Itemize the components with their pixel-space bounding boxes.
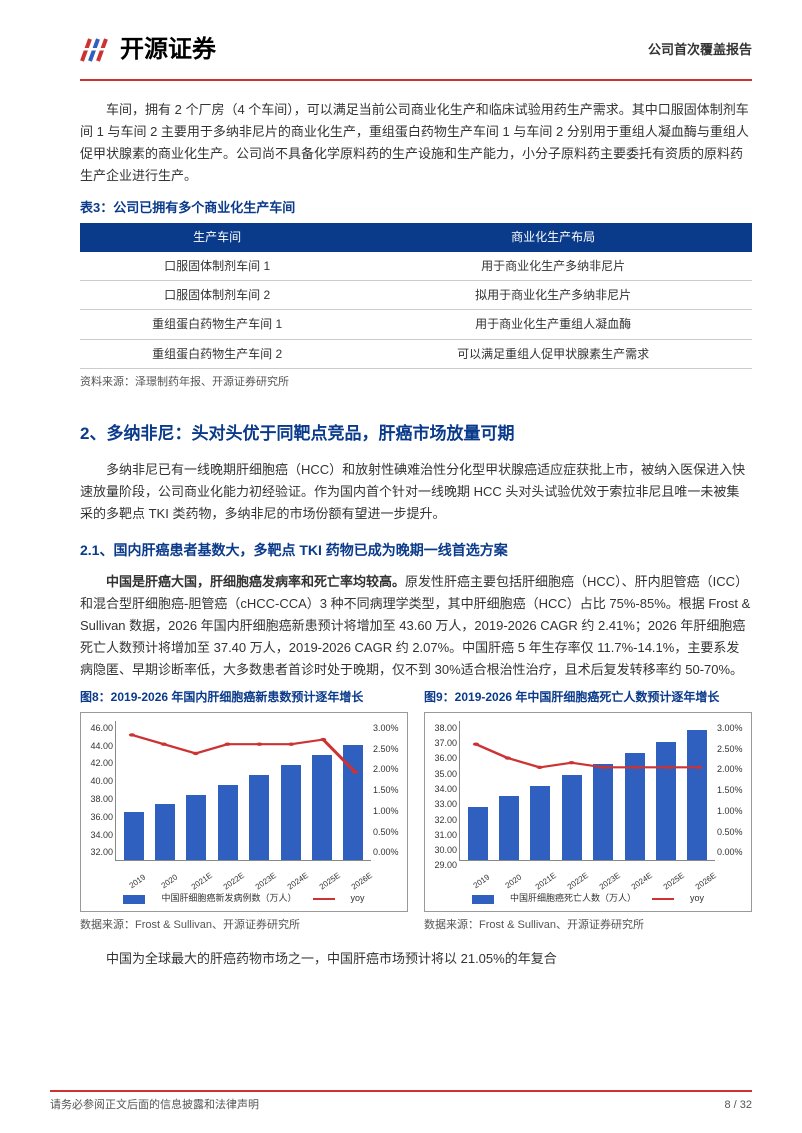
section2-heading: 2、多纳非尼：头对头优于同靶点竞品，肝癌市场放量可期: [80, 420, 752, 449]
page-footer: 请务必参阅正文后面的信息披露和法律声明 8 / 32: [50, 1090, 752, 1115]
chart8-box: 46.0044.0042.0040.0038.0036.0034.0032.00…: [80, 712, 408, 912]
logo: 开源证券: [80, 30, 216, 71]
table3-source: 资料来源：泽璟制药年报、开源证券研究所: [80, 373, 752, 392]
footer-left: 请务必参阅正文后面的信息披露和法律声明: [50, 1096, 259, 1115]
report-type: 公司首次覆盖报告: [648, 39, 752, 61]
chart9-title: 图9：2019-2026 年中国肝细胞癌死亡人数预计逐年增长: [424, 687, 752, 707]
chart9-box: 38.0037.0036.0035.0034.0033.0032.0031.00…: [424, 712, 752, 912]
logo-icon: [80, 35, 114, 65]
table3: 生产车间 商业化生产布局 口服固体制剂车间 1用于商业化生产多纳非尼片口服固体制…: [80, 223, 752, 369]
table3-col1: 商业化生产布局: [354, 223, 752, 251]
section2-p1: 多纳非尼已有一线晚期肝细胞癌（HCC）和放射性碘难治性分化型甲状腺癌适应症获批上…: [80, 459, 752, 525]
footer-right: 8 / 32: [724, 1096, 752, 1115]
table-row: 重组蛋白药物生产车间 1用于商业化生产重组人凝血酶: [80, 310, 752, 339]
page-header: 开源证券 公司首次覆盖报告: [80, 30, 752, 81]
intro-paragraph: 车间，拥有 2 个厂房（4 个车间），可以满足当前公司商业化生产和临床试验用药生…: [80, 99, 752, 187]
section2-p2: 中国是肝癌大国，肝细胞癌发病率和死亡率均较高。原发性肝癌主要包括肝细胞癌（HCC…: [80, 571, 752, 681]
charts-row: 图8：2019-2026 年国内肝细胞癌新患数预计逐年增长 46.0044.00…: [80, 687, 752, 934]
table-row: 重组蛋白药物生产车间 2可以满足重组人促甲状腺素生产需求: [80, 339, 752, 368]
chart8-source: 数据来源：Frost & Sullivan、开源证券研究所: [80, 916, 408, 935]
chart8: 图8：2019-2026 年国内肝细胞癌新患数预计逐年增长 46.0044.00…: [80, 687, 408, 934]
p2-rest: 原发性肝癌主要包括肝细胞癌（HCC）、肝内胆管癌（ICC）和混合型肝细胞癌-胆管…: [80, 574, 750, 677]
trailing-para: 中国为全球最大的肝癌药物市场之一，中国肝癌市场预计将以 21.05%的年复合: [80, 948, 752, 970]
p2-lead: 中国是肝癌大国，肝细胞癌发病率和死亡率均较高。: [106, 574, 405, 589]
table-row: 口服固体制剂车间 2拟用于商业化生产多纳非尼片: [80, 281, 752, 310]
chart9: 图9：2019-2026 年中国肝细胞癌死亡人数预计逐年增长 38.0037.0…: [424, 687, 752, 934]
section2-1-heading: 2.1、国内肝癌患者基数大，多靶点 TKI 药物已成为晚期一线首选方案: [80, 539, 752, 563]
logo-text: 开源证券: [120, 30, 216, 71]
chart8-title: 图8：2019-2026 年国内肝细胞癌新患数预计逐年增长: [80, 687, 408, 707]
table-row: 口服固体制剂车间 1用于商业化生产多纳非尼片: [80, 252, 752, 281]
chart9-source: 数据来源：Frost & Sullivan、开源证券研究所: [424, 916, 752, 935]
table3-title: 表3：公司已拥有多个商业化生产车间: [80, 197, 752, 219]
table3-col0: 生产车间: [80, 223, 354, 251]
